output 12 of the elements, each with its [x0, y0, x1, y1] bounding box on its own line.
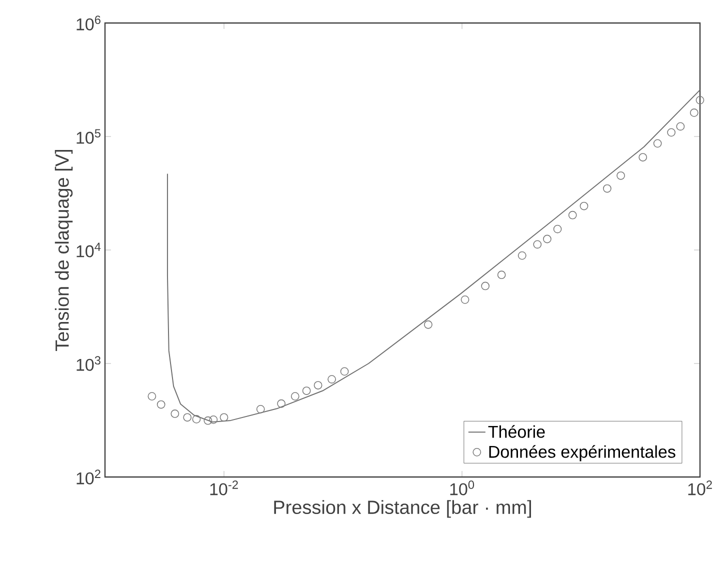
- y-tick-label: 10$^{5}$: [76, 129, 100, 144]
- y-tick-label: 10$^{6}$: [76, 16, 100, 30]
- legend-label: Données expérimentales: [489, 445, 676, 462]
- x-tick-label: 10$^{0}$: [450, 480, 474, 496]
- y-tick-label: 10$^{3}$: [76, 356, 100, 371]
- y-tick-label: 10$^{2}$: [76, 470, 100, 484]
- y-axis-title: Tension de claquage [V]: [54, 150, 73, 351]
- legend-label: Théorie: [488, 425, 545, 438]
- x-tick-label: 10$^{-2}$: [210, 480, 238, 496]
- y-tick-label: 10$^{4}$: [76, 242, 101, 258]
- x-axis-title: Pression x Distance [bar · mm]: [274, 500, 531, 518]
- x-tick-label: 10$^{2}$: [688, 480, 712, 496]
